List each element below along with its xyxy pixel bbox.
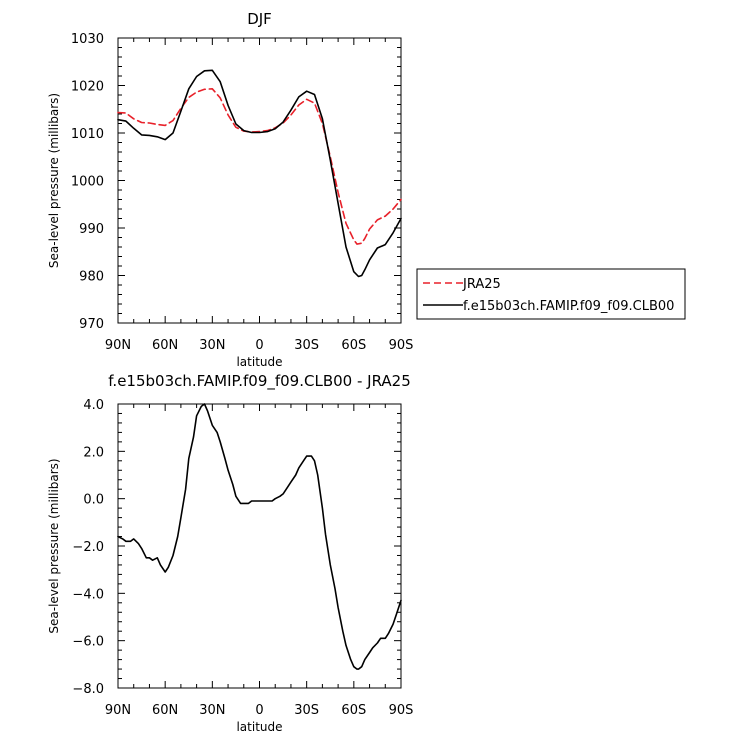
legend-box [416, 268, 686, 320]
y-tick-label: −2.0 [72, 540, 104, 555]
y-tick-label: −6.0 [72, 635, 104, 650]
x-tick-label: 30N [199, 703, 225, 718]
y-tick-label: 1010 [71, 127, 104, 142]
chart-slp-difference: f.e15b03ch.FAMIP.f09_f09.CLB00 - JRA25 90… [47, 372, 413, 734]
x-tick-label: 60N [152, 703, 178, 718]
plot-frame [117, 37, 402, 324]
chart-title: f.e15b03ch.FAMIP.f09_f09.CLB00 - JRA25 [108, 372, 411, 391]
x-tick-label: 60S [341, 703, 366, 718]
series-line-2 [117, 69, 402, 278]
y-tick-label: 1000 [71, 175, 104, 190]
y-axis-label: Sea-level pressure (millibars) [47, 458, 61, 633]
y-tick-label: 970 [79, 317, 104, 332]
chart-title: DJF [247, 10, 272, 28]
x-tick-label: 30N [199, 338, 225, 353]
x-tick-label: 90N [105, 703, 131, 718]
y-tick-label: 2.0 [83, 445, 104, 460]
x-tick-label: 0 [255, 703, 263, 718]
x-tick-label: 30S [294, 338, 319, 353]
legend: JRA25 f.e15b03ch.FAMIP.f09_f09.CLB00 [416, 268, 686, 320]
x-tick-label: 30S [294, 703, 319, 718]
series-line-1 [117, 403, 402, 670]
x-axis-label: latitude [236, 355, 282, 369]
plot-frame [117, 403, 402, 689]
chart-djf-slp: DJF 90N 60N 30N 0 30S 60S 90S 970 980 990 1000 1010 1… [47, 10, 413, 369]
y-tick-label: 990 [79, 222, 104, 237]
x-tick-label: 60S [341, 338, 366, 353]
x-tick-label: 90N [105, 338, 131, 353]
x-axis-label: latitude [236, 720, 282, 734]
y-axis-label: Sea-level pressure (millibars) [47, 93, 61, 268]
x-tick-label: 90S [389, 703, 414, 718]
y-tick-label: −8.0 [72, 682, 104, 697]
x-tick-label: 90S [389, 338, 414, 353]
y-tick-label: 980 [79, 270, 104, 285]
x-tick-label: 0 [255, 338, 263, 353]
legend-entry: JRA25 [462, 277, 501, 292]
y-tick-label: 1030 [71, 32, 104, 47]
y-tick-label: 0.0 [83, 493, 104, 508]
series-line-1 [117, 88, 402, 245]
legend-entry: f.e15b03ch.FAMIP.f09_f09.CLB00 [463, 299, 674, 314]
y-tick-label: −4.0 [72, 587, 104, 602]
y-tick-label: 1020 [71, 80, 104, 95]
y-tick-label: 4.0 [83, 398, 104, 413]
x-tick-label: 60N [152, 338, 178, 353]
